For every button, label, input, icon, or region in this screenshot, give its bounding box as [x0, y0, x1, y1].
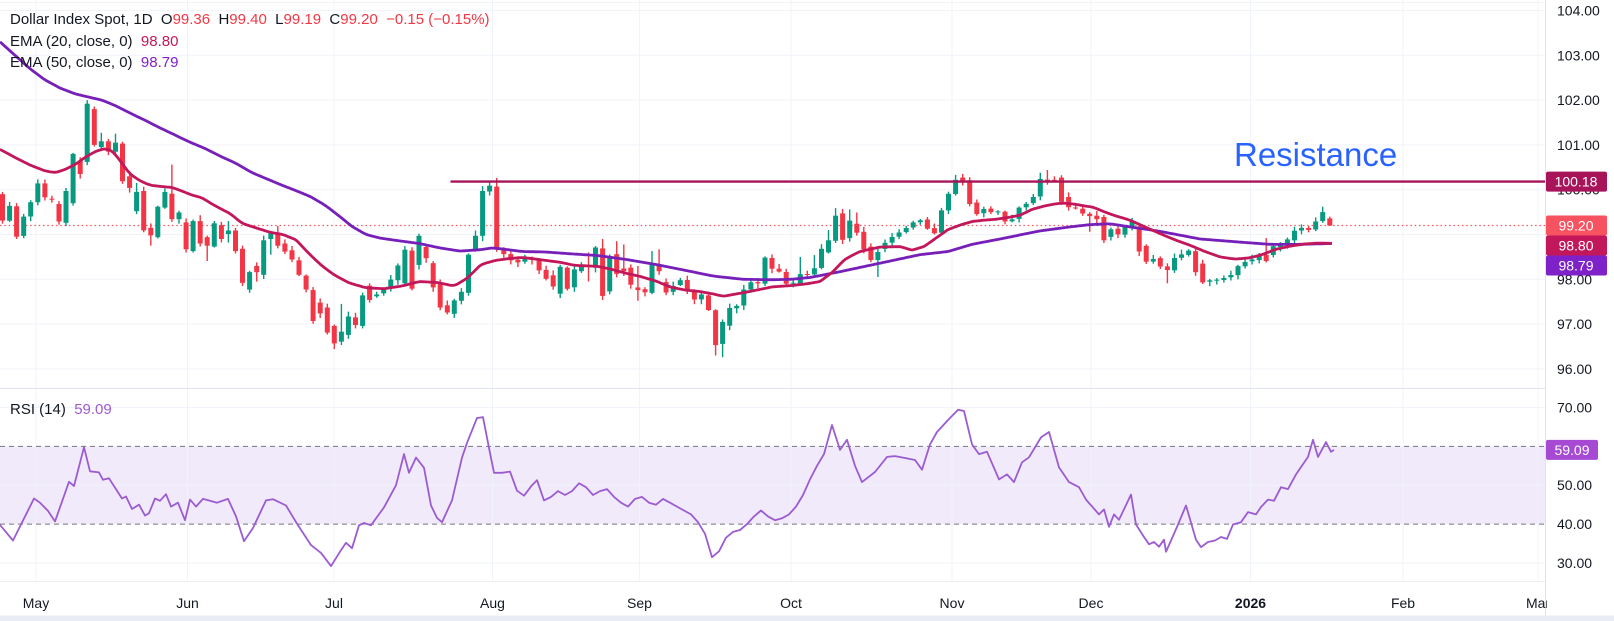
svg-text:100.18: 100.18 — [1555, 174, 1598, 190]
svg-text:99.20: 99.20 — [1558, 218, 1593, 234]
svg-text:Resistance: Resistance — [1234, 136, 1397, 173]
svg-text:Sep: Sep — [627, 595, 652, 611]
svg-text:98.79: 98.79 — [1558, 258, 1593, 274]
svg-text:50.00: 50.00 — [1557, 477, 1592, 493]
svg-text:102.00: 102.00 — [1557, 92, 1600, 108]
svg-text:Dec: Dec — [1079, 595, 1104, 611]
svg-text:EMA (20, close, 0) 98.80: EMA (20, close, 0) 98.80 — [10, 33, 178, 50]
svg-text:Aug: Aug — [480, 595, 505, 611]
svg-text:May: May — [23, 595, 49, 611]
svg-text:Nov: Nov — [940, 595, 965, 611]
svg-text:2026: 2026 — [1235, 595, 1266, 611]
svg-text:EMA (50, close, 0) 98.79: EMA (50, close, 0) 98.79 — [10, 54, 178, 71]
svg-text:Jun: Jun — [176, 595, 199, 611]
svg-text:Feb: Feb — [1391, 595, 1415, 611]
svg-text:103.00: 103.00 — [1557, 47, 1600, 63]
svg-text:Jul: Jul — [325, 595, 343, 611]
svg-text:104.00: 104.00 — [1557, 3, 1600, 19]
svg-text:70.00: 70.00 — [1557, 400, 1592, 416]
svg-text:30.00: 30.00 — [1557, 555, 1592, 571]
svg-text:Mar: Mar — [1526, 595, 1550, 611]
svg-text:101.00: 101.00 — [1557, 137, 1600, 153]
svg-text:59.09: 59.09 — [1554, 442, 1589, 458]
svg-text:97.00: 97.00 — [1557, 316, 1592, 332]
svg-text:Dollar Index Spot, 1D O99.36: Dollar Index Spot, 1D O99.36 H99.40 L99.… — [10, 11, 490, 28]
svg-text:Oct: Oct — [780, 595, 802, 611]
svg-text:98.80: 98.80 — [1558, 238, 1593, 254]
svg-text:96.00: 96.00 — [1557, 361, 1592, 377]
svg-text:RSI (14) 59.09: RSI (14) 59.09 — [10, 401, 112, 418]
svg-text:40.00: 40.00 — [1557, 516, 1592, 532]
